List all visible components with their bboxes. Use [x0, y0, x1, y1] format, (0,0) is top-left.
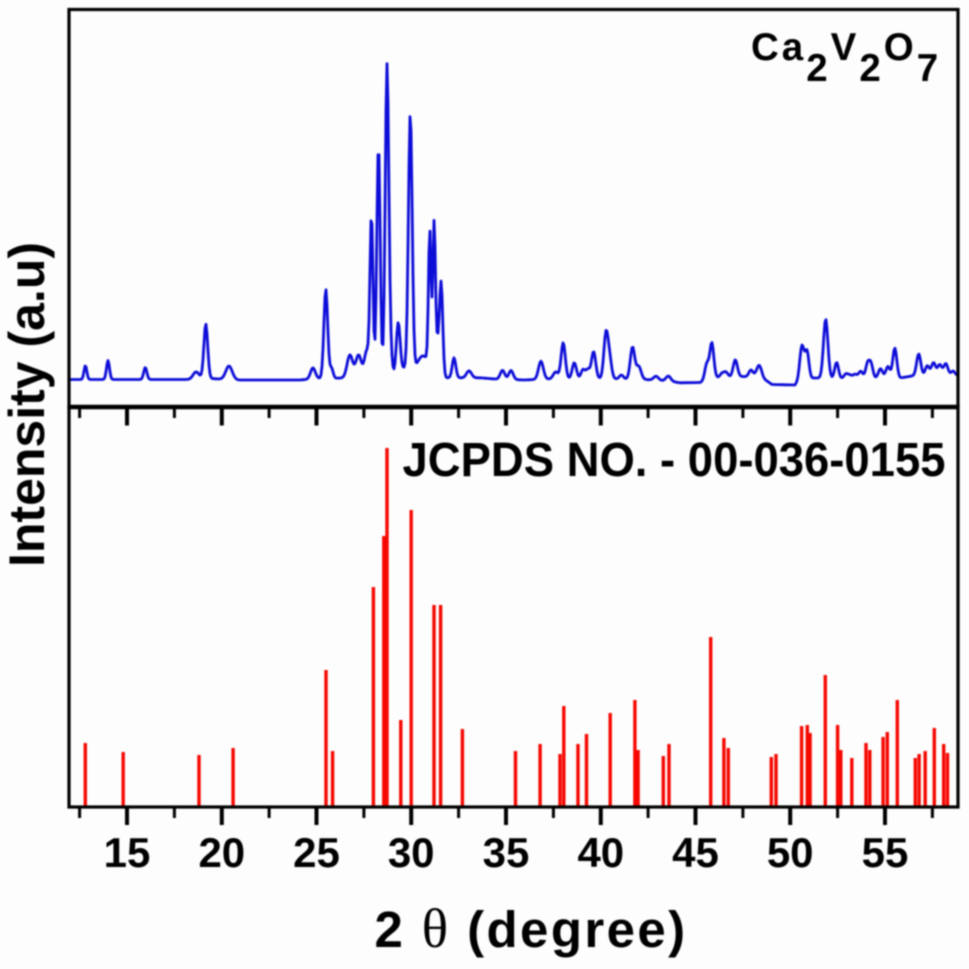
svg-text:50: 50 — [767, 829, 814, 876]
svg-text:35: 35 — [483, 829, 530, 876]
svg-text:2 θ (degree): 2 θ (degree) — [374, 898, 687, 959]
svg-text:40: 40 — [577, 829, 624, 876]
svg-text:Intensity (a.u): Intensity (a.u) — [0, 242, 55, 567]
svg-text:JCPDS NO. - 00-036-0155: JCPDS NO. - 00-036-0155 — [403, 433, 946, 487]
svg-text:55: 55 — [862, 829, 909, 876]
svg-text:30: 30 — [388, 829, 435, 876]
svg-text:25: 25 — [293, 829, 340, 876]
svg-text:15: 15 — [104, 829, 151, 876]
svg-text:20: 20 — [198, 829, 245, 876]
svg-text:45: 45 — [672, 829, 719, 876]
